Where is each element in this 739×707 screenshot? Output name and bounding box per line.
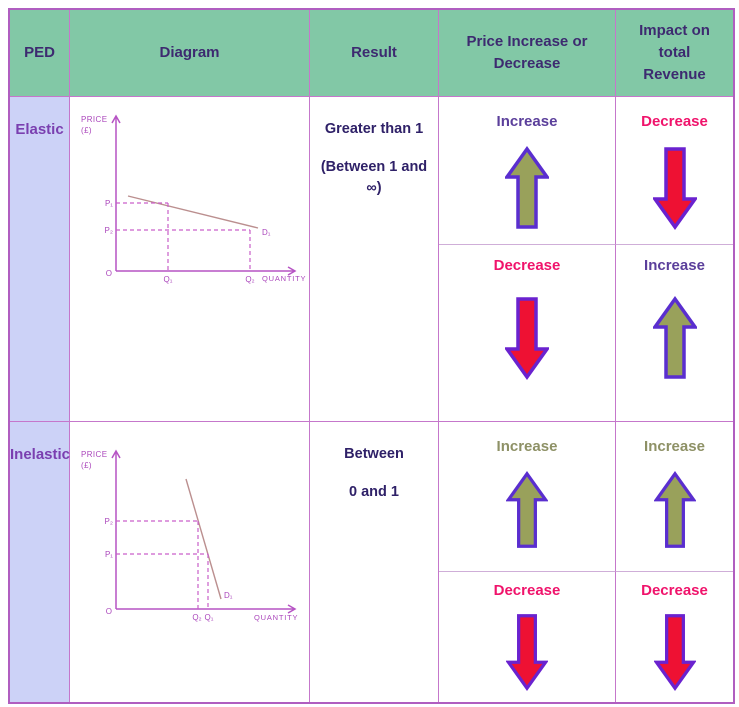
header-result: Result bbox=[310, 10, 439, 97]
up-arrow-icon bbox=[503, 145, 551, 230]
inelastic-demand-diagram: PRICE (£) P₂ P₁ O Q₂ Q₁ D₁ QUANTITY bbox=[81, 449, 298, 622]
header-diagram: Diagram bbox=[70, 10, 310, 97]
q-left-label: Q₁ bbox=[164, 275, 173, 284]
elastic-diagram-cell: PRICE (£) P₁ P₂ O Q₁ Q₂ D₁ QUANTITY bbox=[70, 97, 310, 422]
revenue-impact-label: Decrease bbox=[641, 113, 708, 130]
result-line2: 0 and 1 bbox=[349, 484, 399, 501]
inelastic-diagram-cell: PRICE (£) P₂ P₁ O Q₂ Q₁ D₁ QUANTITY bbox=[70, 422, 310, 702]
elastic-price-decrease-cell: Decrease bbox=[439, 245, 616, 422]
up-arrow-icon bbox=[651, 295, 698, 380]
p-upper-label: P₂ bbox=[105, 517, 113, 526]
q-left-label: Q₂ bbox=[192, 613, 201, 622]
y-axis-label: PRICE bbox=[81, 115, 107, 124]
p-lower-label: P₁ bbox=[105, 550, 113, 559]
currency-label: (£) bbox=[81, 461, 92, 470]
price-change-label: Increase bbox=[496, 438, 558, 455]
x-axis-arrowhead bbox=[287, 266, 297, 276]
origin-label: O bbox=[106, 269, 112, 278]
demand-curve bbox=[185, 478, 222, 600]
x-axis-arrowhead bbox=[287, 604, 297, 614]
demand-label: D₁ bbox=[224, 591, 233, 600]
revenue-impact-label: Decrease bbox=[641, 582, 708, 599]
y-axis-arrowhead bbox=[111, 449, 121, 459]
q-right-label: Q₂ bbox=[245, 275, 254, 284]
result-line1: Between bbox=[344, 446, 404, 462]
demand-label: D₁ bbox=[262, 228, 271, 237]
inelastic-price-increase-cell: Increase bbox=[439, 422, 616, 572]
q-right-label: Q₁ bbox=[205, 613, 214, 622]
elastic-revenue-decrease-cell: Decrease bbox=[616, 97, 733, 245]
demand-curve bbox=[127, 195, 259, 229]
y-axis-label: PRICE bbox=[81, 450, 107, 459]
result-line1: Greater than 1 bbox=[324, 121, 424, 137]
ped-table: PED Diagram Result Price Increase or Dec… bbox=[8, 8, 735, 704]
header-ped: PED bbox=[10, 10, 70, 97]
row-label-elastic: Elastic bbox=[10, 97, 70, 422]
revenue-impact-label: Increase bbox=[644, 257, 705, 274]
price-change-label: Decrease bbox=[493, 257, 561, 274]
x-axis-label: QUANTITY bbox=[254, 613, 298, 622]
up-arrow-icon bbox=[505, 470, 549, 549]
elastic-revenue-increase-cell: Increase bbox=[616, 245, 733, 422]
up-arrow-icon bbox=[652, 470, 697, 549]
origin-label: O bbox=[106, 607, 112, 616]
result-line2: (Between 1 and ∞) bbox=[320, 159, 428, 196]
inelastic-revenue-decrease-cell: Decrease bbox=[616, 572, 733, 702]
down-arrow-icon bbox=[505, 613, 549, 692]
inelastic-revenue-increase-cell: Increase bbox=[616, 422, 733, 572]
elastic-price-increase-cell: Increase bbox=[439, 97, 616, 245]
down-arrow-icon bbox=[503, 296, 551, 381]
down-arrow-icon bbox=[651, 146, 698, 231]
row-label-inelastic: Inelastic bbox=[10, 422, 70, 702]
y-axis-arrowhead bbox=[111, 114, 121, 124]
header-price-change: Price Increase or Decrease bbox=[439, 10, 616, 97]
header-revenue-impact: Impact on total Revenue bbox=[616, 10, 733, 97]
inelastic-price-decrease-cell: Decrease bbox=[439, 572, 616, 702]
result-elastic: Greater than 1 (Between 1 and ∞) bbox=[310, 97, 439, 422]
revenue-impact-label: Increase bbox=[644, 438, 705, 455]
price-change-label: Increase bbox=[496, 113, 558, 130]
price-change-label: Decrease bbox=[493, 582, 561, 599]
x-axis-label: QUANTITY bbox=[262, 274, 306, 283]
elastic-demand-diagram: PRICE (£) P₁ P₂ O Q₁ Q₂ D₁ QUANTITY bbox=[81, 114, 306, 284]
currency-label: (£) bbox=[81, 126, 92, 135]
p-lower-label: P₂ bbox=[105, 226, 113, 235]
down-arrow-icon bbox=[652, 613, 697, 692]
p-upper-label: P₁ bbox=[105, 199, 113, 208]
result-inelastic: Between 0 and 1 bbox=[310, 422, 439, 702]
